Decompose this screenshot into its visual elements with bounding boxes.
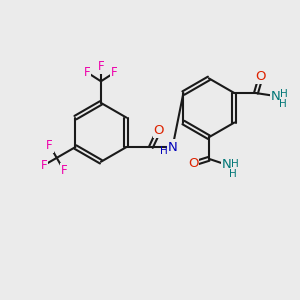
Text: O: O [256, 70, 266, 83]
Text: H: H [280, 89, 287, 99]
Text: F: F [46, 139, 53, 152]
Text: H: H [160, 146, 168, 156]
Text: N: N [271, 89, 281, 103]
Text: O: O [154, 124, 164, 137]
Text: F: F [111, 66, 118, 79]
Text: H: H [279, 99, 286, 109]
Text: H: H [229, 169, 236, 178]
Text: N: N [222, 158, 231, 171]
Text: F: F [98, 60, 104, 73]
Text: F: F [61, 164, 68, 177]
Text: F: F [41, 159, 47, 172]
Text: N: N [168, 141, 177, 154]
Text: O: O [188, 157, 198, 170]
Text: H: H [230, 159, 238, 169]
Text: F: F [84, 66, 91, 79]
